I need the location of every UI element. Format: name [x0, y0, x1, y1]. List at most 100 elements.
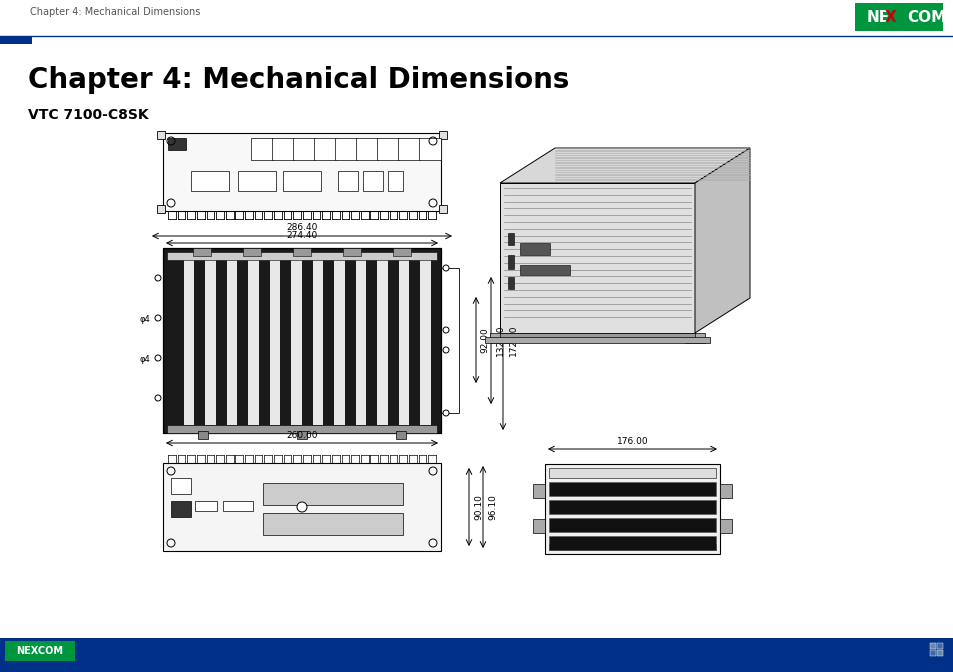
Bar: [355, 138, 377, 160]
Bar: [507, 233, 514, 245]
Bar: [395, 431, 406, 439]
Bar: [270, 260, 280, 425]
Text: NEXCOM: NEXCOM: [16, 646, 64, 656]
Bar: [393, 248, 411, 256]
Bar: [334, 260, 345, 425]
Bar: [418, 138, 440, 160]
Bar: [293, 248, 311, 256]
Bar: [533, 484, 544, 498]
Bar: [335, 138, 356, 160]
Bar: [388, 171, 402, 191]
Polygon shape: [499, 148, 749, 183]
Bar: [499, 183, 695, 333]
Bar: [420, 260, 431, 425]
Bar: [193, 248, 211, 256]
Bar: [936, 643, 942, 649]
Text: COM: COM: [906, 9, 945, 24]
Bar: [490, 333, 510, 343]
Bar: [345, 260, 355, 425]
Bar: [223, 501, 253, 511]
Bar: [168, 138, 186, 150]
Bar: [0, 638, 953, 672]
Bar: [533, 519, 544, 533]
Circle shape: [154, 275, 161, 281]
Text: Chapter 4: Mechanical Dimensions: Chapter 4: Mechanical Dimensions: [30, 7, 200, 17]
Bar: [397, 138, 419, 160]
Bar: [313, 260, 323, 425]
Bar: [215, 260, 227, 425]
Text: X: X: [884, 9, 896, 24]
Bar: [323, 260, 334, 425]
Bar: [167, 425, 436, 433]
Bar: [227, 260, 237, 425]
Bar: [720, 484, 731, 498]
Bar: [398, 260, 409, 425]
Bar: [243, 248, 261, 256]
Text: 176.00: 176.00: [616, 437, 648, 446]
Bar: [237, 171, 275, 191]
Bar: [0, 36, 32, 44]
Bar: [376, 260, 388, 425]
Bar: [163, 248, 440, 433]
Bar: [929, 643, 935, 649]
Text: Chapter 4: Mechanical Dimensions: Chapter 4: Mechanical Dimensions: [28, 66, 569, 94]
Bar: [366, 260, 376, 425]
Text: 260.00: 260.00: [286, 431, 317, 439]
Circle shape: [154, 315, 161, 321]
Circle shape: [442, 347, 449, 353]
Bar: [157, 131, 165, 139]
Bar: [280, 260, 291, 425]
Bar: [167, 252, 436, 260]
Bar: [438, 131, 447, 139]
Bar: [548, 482, 716, 496]
Bar: [440, 268, 458, 413]
Text: 274.40: 274.40: [286, 231, 317, 241]
Bar: [194, 260, 205, 425]
Bar: [251, 138, 273, 160]
Bar: [355, 260, 366, 425]
Circle shape: [442, 327, 449, 333]
Text: 96.10: 96.10: [488, 494, 497, 520]
Bar: [720, 519, 731, 533]
Bar: [272, 138, 294, 160]
Bar: [519, 265, 569, 275]
Bar: [548, 544, 716, 550]
Bar: [499, 333, 695, 341]
Circle shape: [154, 395, 161, 401]
Bar: [171, 478, 191, 494]
Bar: [258, 260, 270, 425]
Bar: [314, 138, 335, 160]
Bar: [291, 260, 302, 425]
Circle shape: [154, 355, 161, 361]
Bar: [296, 431, 307, 439]
Bar: [684, 333, 704, 343]
Bar: [929, 650, 935, 656]
Bar: [194, 501, 216, 511]
Bar: [484, 337, 709, 343]
Text: 132.00: 132.00: [495, 325, 504, 356]
Text: 172.00: 172.00: [508, 325, 517, 356]
Circle shape: [442, 410, 449, 416]
Bar: [854, 3, 942, 31]
Bar: [438, 205, 447, 213]
Text: φ4: φ4: [139, 315, 151, 325]
Bar: [548, 536, 716, 550]
Text: NE: NE: [866, 9, 889, 24]
Bar: [293, 138, 314, 160]
Bar: [409, 260, 420, 425]
Bar: [263, 513, 402, 535]
Bar: [157, 205, 165, 213]
Text: φ4: φ4: [139, 355, 151, 364]
Text: 45: 45: [469, 671, 484, 672]
Text: 90.10: 90.10: [474, 494, 483, 520]
Bar: [388, 260, 398, 425]
Text: 92.00: 92.00: [480, 327, 489, 353]
Bar: [376, 138, 398, 160]
Bar: [163, 133, 440, 211]
Bar: [237, 260, 248, 425]
Bar: [548, 468, 716, 478]
Bar: [548, 500, 716, 514]
Bar: [184, 260, 194, 425]
Bar: [263, 483, 402, 505]
Bar: [337, 171, 357, 191]
